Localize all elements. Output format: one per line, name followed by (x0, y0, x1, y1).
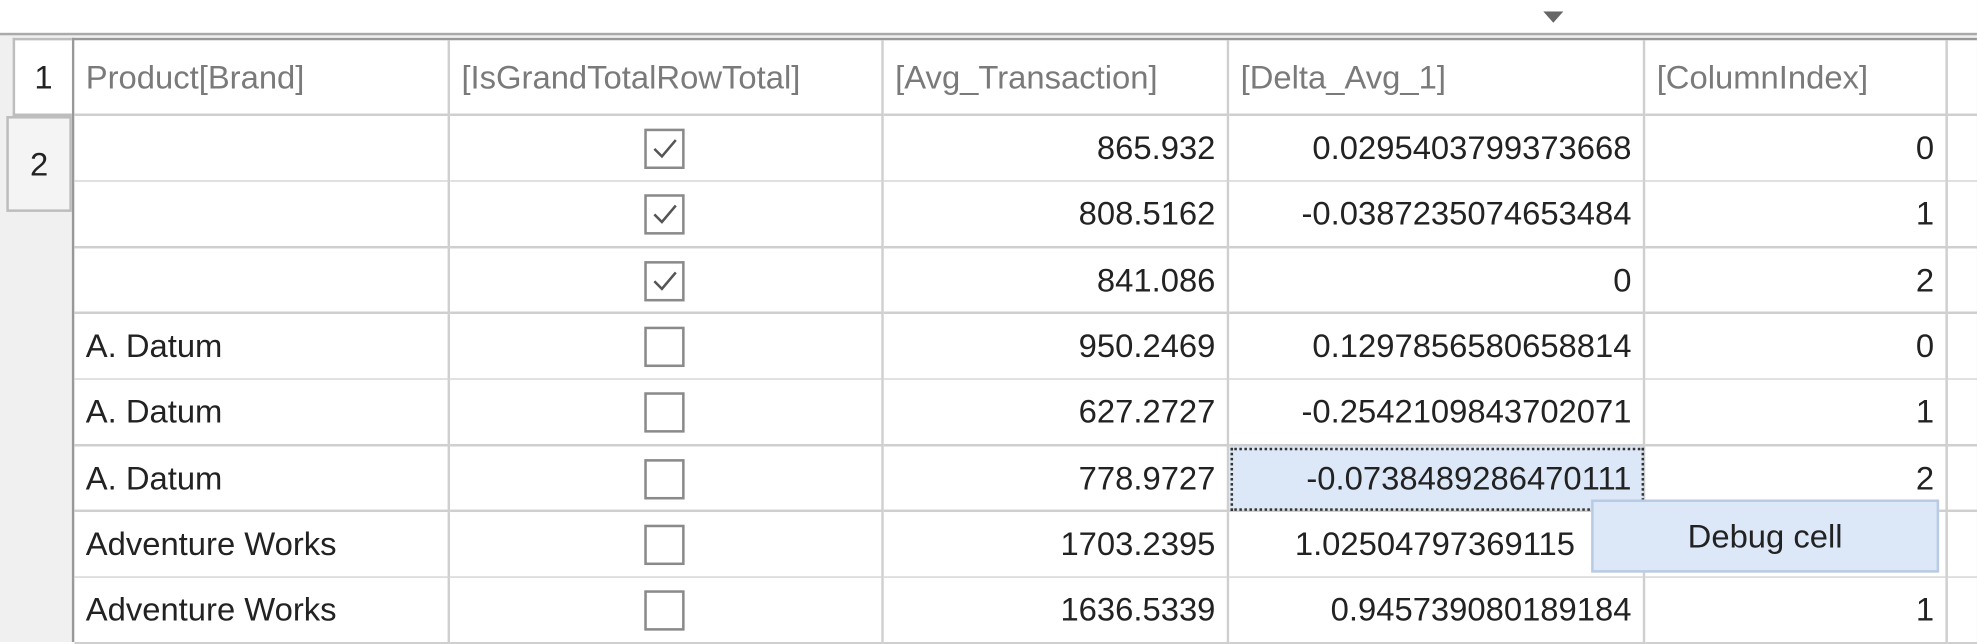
column-header[interactable]: [Delta_Avg_1] (1229, 40, 1646, 117)
checkbox[interactable] (644, 458, 685, 499)
dropdown-arrow[interactable] (1543, 11, 1564, 24)
checkbox[interactable] (644, 260, 685, 301)
column-header[interactable]: [IsGrandTotalRowTotal] (450, 40, 884, 117)
empty-cell (1947, 182, 1977, 249)
cell[interactable]: -0.2542109843702071 (1229, 379, 1646, 447)
checkbox[interactable] (644, 590, 685, 631)
checkbox[interactable] (644, 194, 685, 235)
checkbox-cell (450, 247, 884, 315)
cell[interactable]: 865.932 (883, 116, 1230, 183)
cell[interactable]: -0.0387235074653484 (1229, 182, 1646, 249)
selected-cell[interactable]: -0.0738489286470111 (1229, 445, 1646, 513)
empty-cell (74, 182, 451, 249)
cell[interactable]: 1.02504797369115 (1229, 511, 1646, 579)
checkbox-cell (450, 182, 884, 249)
empty-cell (1947, 313, 1977, 381)
checkbox[interactable] (644, 524, 685, 565)
cell[interactable]: 950.2469 (883, 313, 1230, 381)
checkbox[interactable] (644, 326, 685, 367)
cell[interactable]: 0.945739080189184 (1229, 577, 1646, 644)
empty-cell (1947, 445, 1977, 513)
checkbox-cell (450, 511, 884, 579)
cell[interactable]: 627.2727 (883, 379, 1230, 447)
column-header[interactable]: [ColumnIndex] (1645, 40, 1948, 117)
cell[interactable]: 0 (1645, 313, 1948, 381)
cell[interactable]: 0 (1645, 116, 1948, 183)
checkbox[interactable] (644, 128, 685, 170)
cell[interactable]: 0.0295403799373668 (1229, 116, 1646, 183)
empty-cell (74, 247, 451, 315)
menu-item[interactable]: Debug cell (1687, 517, 1843, 555)
toolbar-strip (0, 0, 1977, 36)
cell[interactable]: Adventure Works (74, 577, 451, 644)
empty-cell (1947, 116, 1977, 183)
checkbox-cell (450, 379, 884, 447)
cell[interactable]: A. Datum (74, 445, 451, 513)
result-tab[interactable]: 2 (6, 116, 72, 212)
cell[interactable]: 1636.5339 (883, 577, 1230, 644)
cell[interactable]: Adventure Works (74, 511, 451, 579)
empty-cell (1947, 379, 1977, 447)
cell[interactable]: A. Datum (74, 313, 451, 381)
cell[interactable]: 1 (1645, 577, 1948, 644)
checkbox-cell (450, 445, 884, 513)
cell[interactable]: 0 (1229, 247, 1646, 315)
cell[interactable]: 1 (1645, 182, 1948, 249)
checkbox-cell (450, 116, 884, 183)
checkbox-cell (450, 313, 884, 381)
column-header[interactable]: [Avg_Transaction] (883, 40, 1230, 117)
empty-cell (74, 116, 451, 183)
cell[interactable]: 1703.2395 (883, 511, 1230, 579)
cell[interactable]: 2 (1645, 247, 1948, 315)
cell[interactable]: 1 (1645, 379, 1948, 447)
cell[interactable]: A. Datum (74, 379, 451, 447)
context-menu: Debug cell (1591, 499, 1940, 573)
cell[interactable]: 0.1297856580658814 (1229, 313, 1646, 381)
empty-cell (1947, 577, 1977, 644)
cell[interactable]: 808.5162 (883, 182, 1230, 249)
checkbox[interactable] (644, 392, 685, 433)
checkbox-cell (450, 577, 884, 644)
cell[interactable]: 778.9727 (883, 445, 1230, 513)
column-header[interactable]: Product[Brand] (74, 40, 451, 117)
result-tab[interactable]: 1 (12, 37, 72, 117)
empty-cell (1947, 511, 1977, 579)
column-header (1947, 40, 1977, 117)
empty-cell (1947, 247, 1977, 315)
cell[interactable]: 841.086 (883, 247, 1230, 315)
